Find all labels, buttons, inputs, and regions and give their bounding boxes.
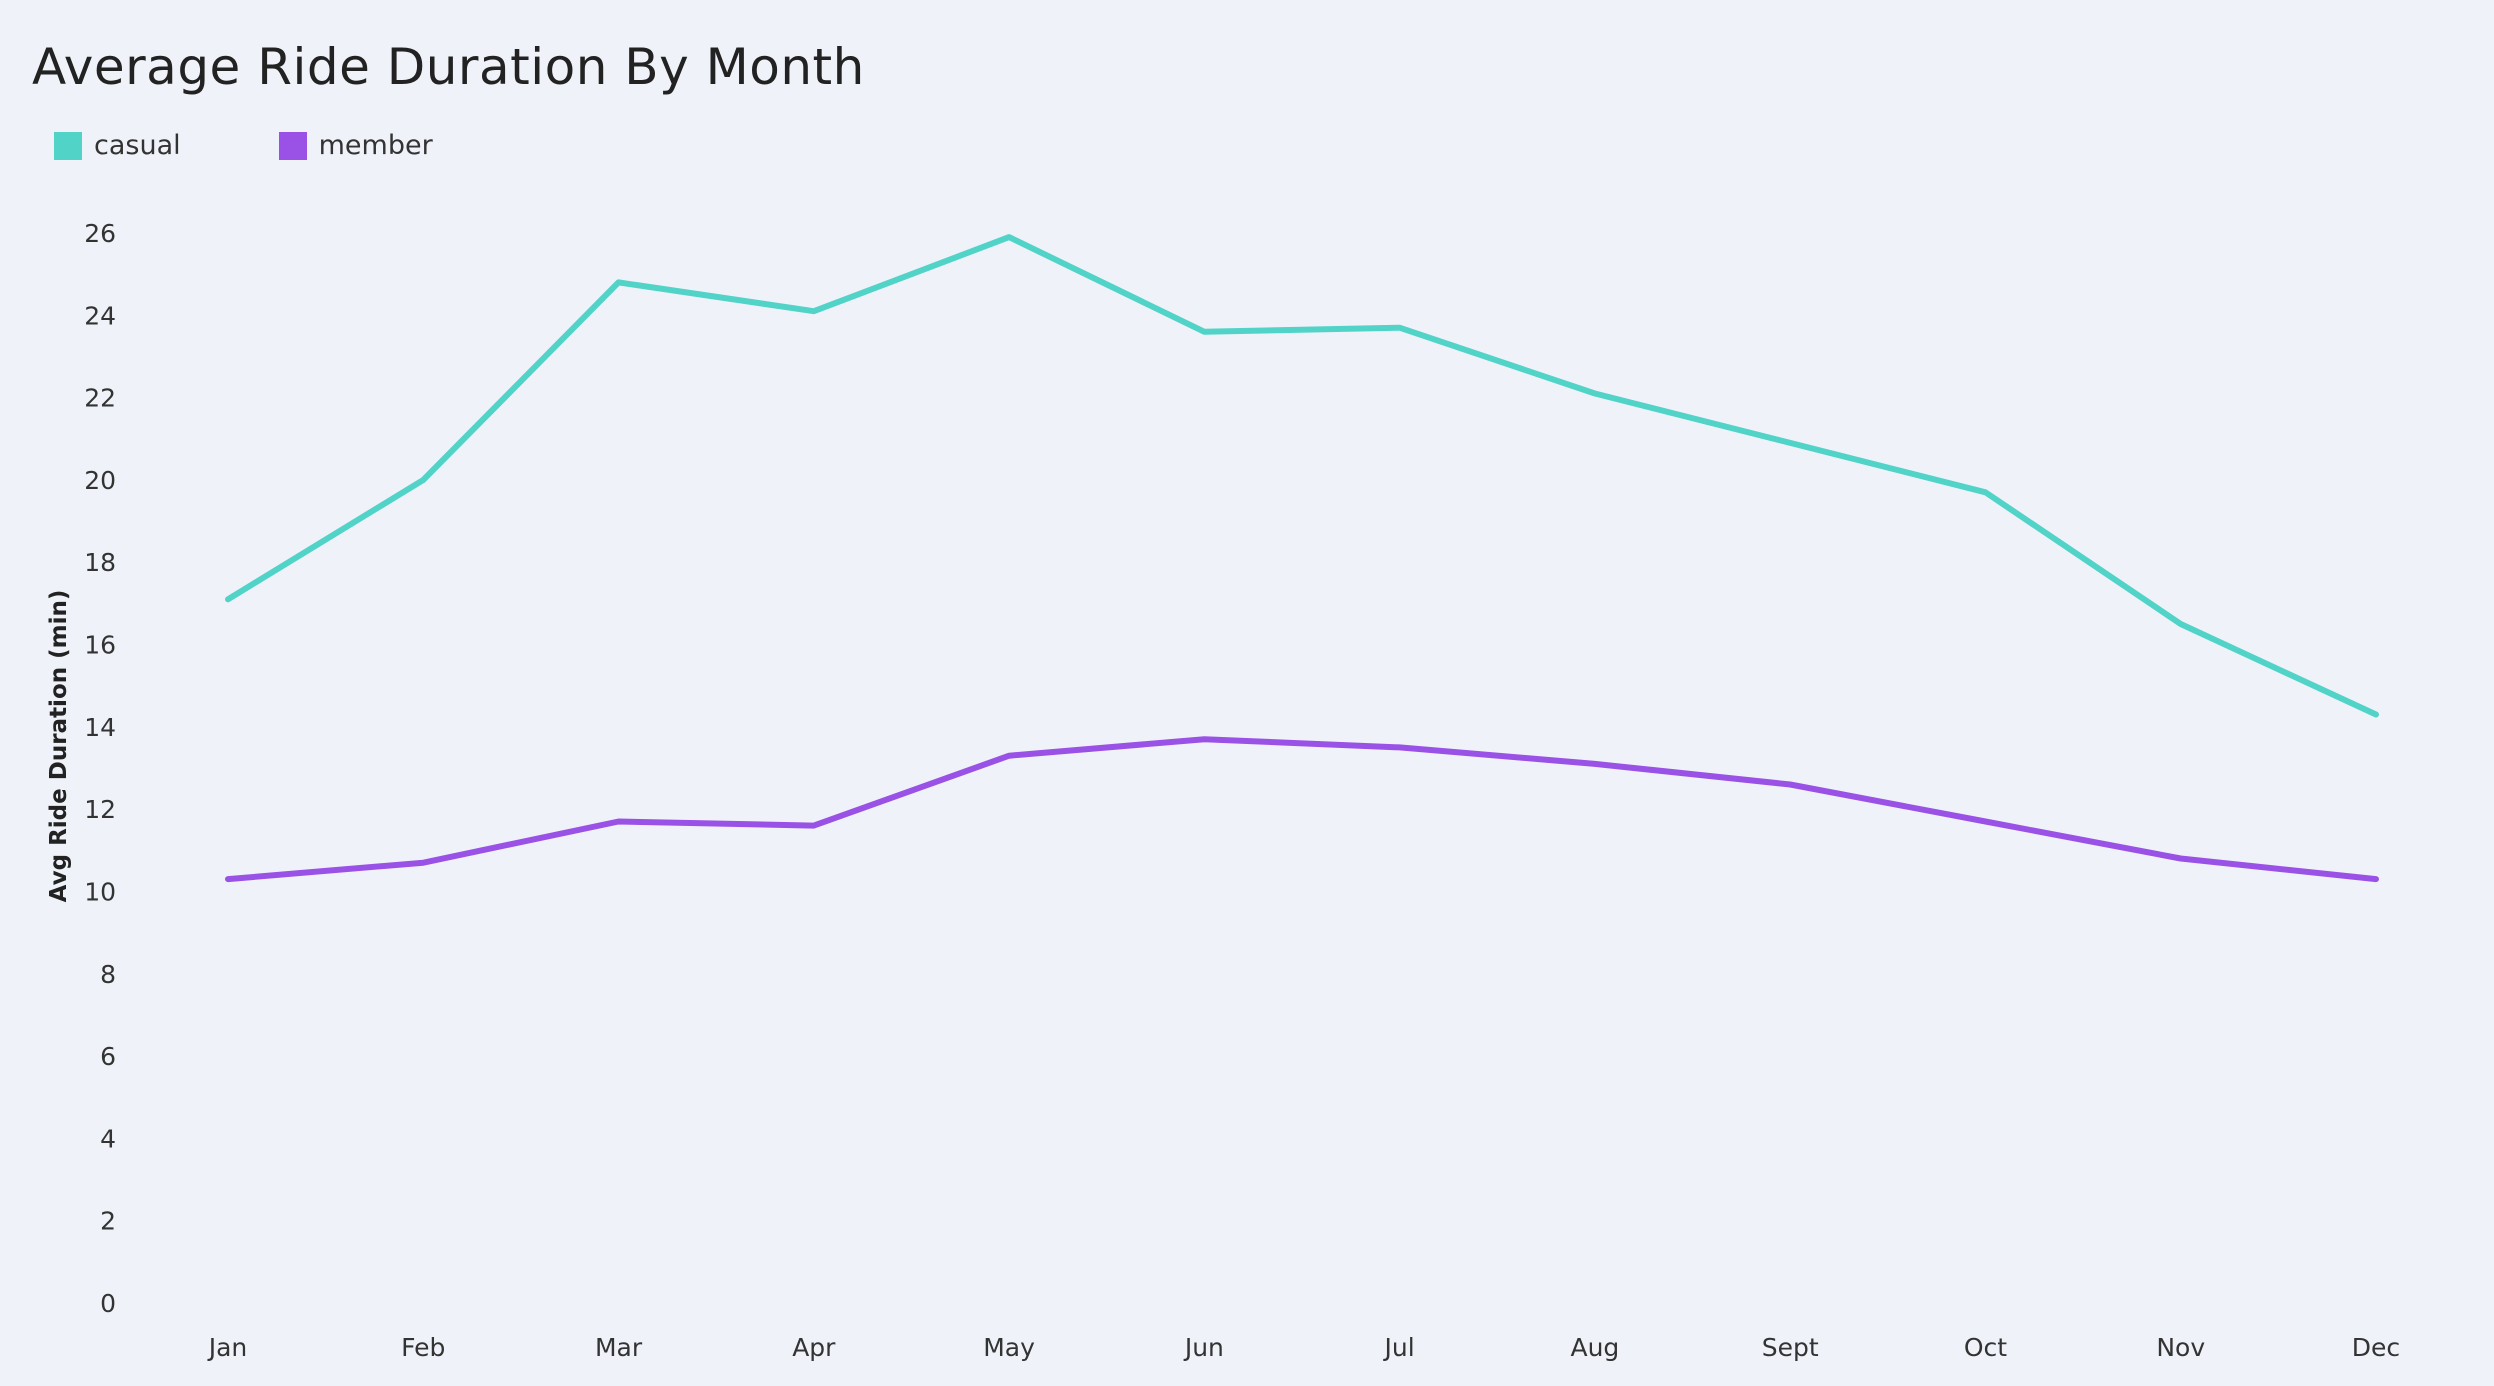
data-point-member-aug[interactable]: [1587, 756, 1603, 772]
data-point-member-sept[interactable]: [1782, 776, 1798, 792]
data-point-casual-may[interactable]: [1001, 229, 1017, 245]
legend: casual member: [54, 130, 531, 161]
legend-swatch-member: [278, 131, 307, 160]
y-tick-label-0: 0: [100, 1289, 116, 1318]
x-tick-label-jun: Jun: [1183, 1333, 1224, 1362]
data-point-member-may[interactable]: [1001, 748, 1017, 764]
x-tick-label-apr: Apr: [792, 1333, 836, 1362]
data-point-casual-nov[interactable]: [2173, 616, 2189, 632]
data-point-member-jan[interactable]: [220, 871, 236, 887]
x-tick-label-aug: Aug: [1570, 1333, 1619, 1362]
data-point-casual-jul[interactable]: [1392, 320, 1408, 336]
legend-item-member[interactable]: member: [278, 130, 433, 161]
y-tick-label-24: 24: [84, 301, 116, 330]
x-tick-label-may: May: [983, 1333, 1035, 1362]
y-tick-label-8: 8: [100, 960, 116, 989]
data-point-casual-jun[interactable]: [1196, 324, 1212, 340]
legend-item-casual[interactable]: casual: [54, 130, 181, 161]
data-point-member-nov[interactable]: [2173, 851, 2189, 867]
legend-label-casual: casual: [94, 130, 181, 161]
data-point-member-feb[interactable]: [415, 855, 431, 871]
legend-label-member: member: [318, 130, 433, 161]
y-tick-label-12: 12: [84, 795, 116, 824]
data-point-casual-apr[interactable]: [806, 303, 822, 319]
x-tick-label-nov: Nov: [2156, 1333, 2205, 1362]
data-point-member-jul[interactable]: [1392, 739, 1408, 755]
y-tick-label-20: 20: [84, 466, 116, 495]
y-tick-label-18: 18: [84, 548, 116, 577]
y-tick-label-6: 6: [100, 1042, 116, 1071]
data-point-casual-jan[interactable]: [220, 591, 236, 607]
x-tick-label-sept: Sept: [1762, 1333, 1819, 1362]
series-member: [220, 731, 2384, 887]
data-point-casual-aug[interactable]: [1587, 386, 1603, 402]
y-tick-label-22: 22: [84, 384, 116, 413]
data-point-member-dec[interactable]: [2368, 871, 2384, 887]
data-point-casual-dec[interactable]: [2368, 707, 2384, 723]
chart-title: Average Ride Duration By Month: [32, 38, 865, 96]
y-tick-label-16: 16: [84, 631, 116, 660]
x-tick-label-jan: Jan: [207, 1333, 248, 1362]
series-line-casual[interactable]: [225, 234, 2379, 718]
y-tick-label-4: 4: [100, 1124, 116, 1153]
x-tick-label-oct: Oct: [1964, 1333, 2007, 1362]
data-point-casual-sept[interactable]: [1782, 435, 1798, 451]
series-casual: [220, 229, 2384, 723]
legend-swatch-casual: [54, 131, 82, 160]
y-tick-label-14: 14: [84, 713, 116, 742]
data-point-member-mar[interactable]: [611, 814, 627, 830]
data-point-casual-feb[interactable]: [415, 472, 431, 488]
data-point-casual-mar[interactable]: [611, 274, 627, 290]
y-tick-label-2: 2: [100, 1207, 116, 1236]
series-line-member[interactable]: [225, 736, 2379, 883]
data-point-casual-oct[interactable]: [1977, 484, 1993, 500]
x-tick-label-dec: Dec: [2352, 1333, 2400, 1362]
data-point-member-oct[interactable]: [1977, 814, 1993, 830]
x-tick-label-feb: Feb: [401, 1333, 445, 1362]
data-point-member-jun[interactable]: [1196, 731, 1212, 747]
y-tick-label-10: 10: [84, 877, 116, 906]
data-point-member-apr[interactable]: [806, 818, 822, 834]
x-tick-label-mar: Mar: [595, 1333, 643, 1362]
x-tick-label-jul: Jul: [1383, 1333, 1415, 1362]
y-tick-label-26: 26: [84, 219, 116, 248]
